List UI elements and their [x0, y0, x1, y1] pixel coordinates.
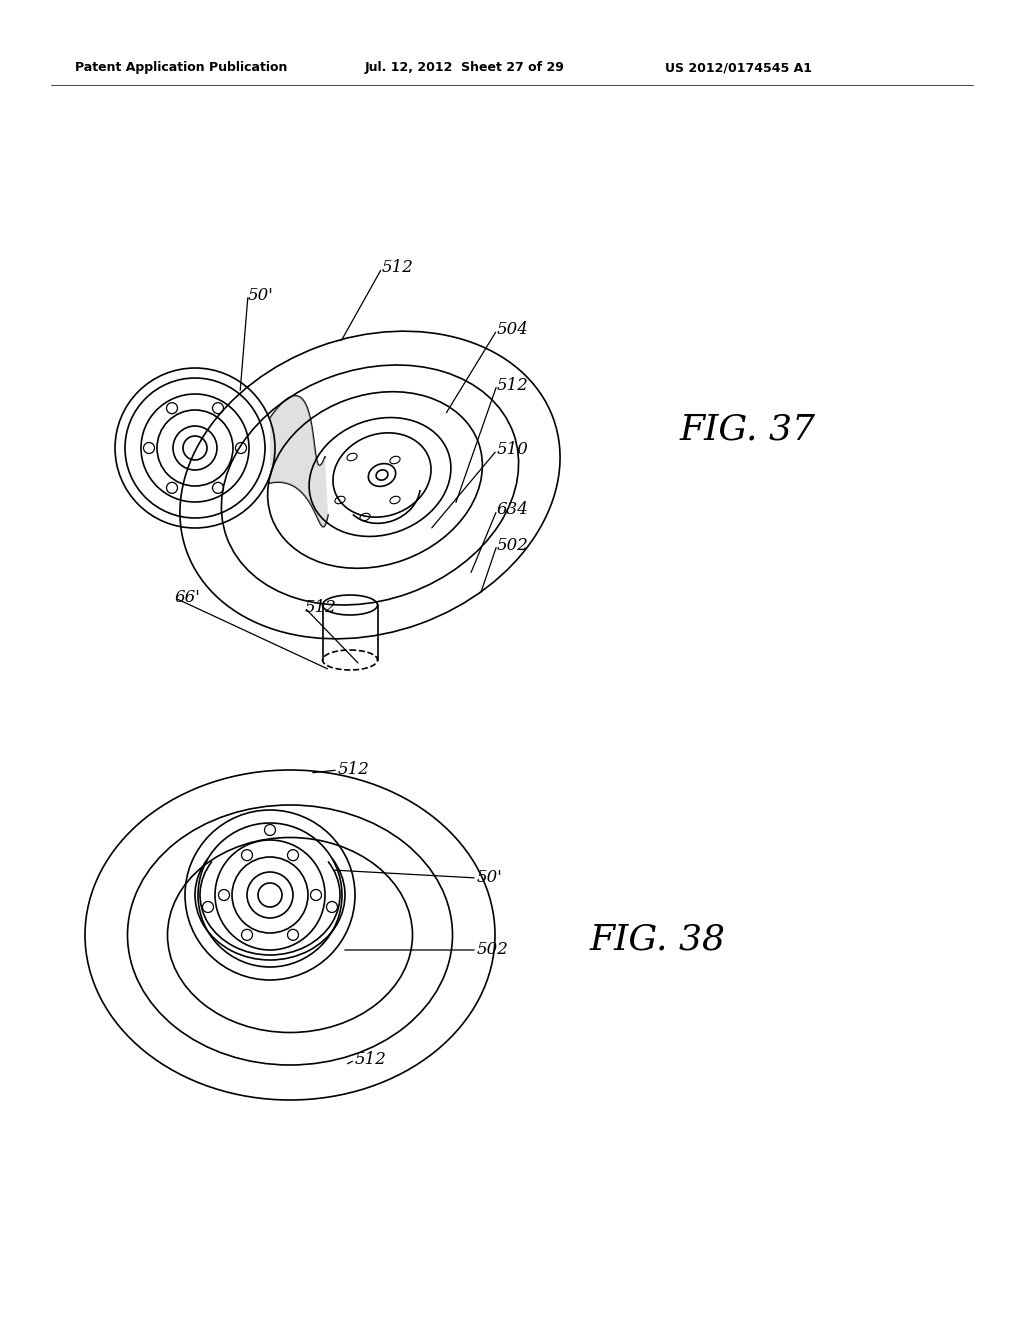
- Text: 512: 512: [338, 762, 370, 779]
- Text: 502: 502: [497, 536, 528, 553]
- Text: 512: 512: [305, 599, 337, 616]
- Polygon shape: [270, 396, 328, 527]
- Text: FIG. 38: FIG. 38: [590, 923, 726, 957]
- Text: 512: 512: [497, 376, 528, 393]
- Text: 50': 50': [477, 870, 503, 887]
- Text: 502: 502: [477, 941, 509, 958]
- Text: 512: 512: [355, 1052, 387, 1068]
- Text: 504: 504: [497, 322, 528, 338]
- Text: Patent Application Publication: Patent Application Publication: [75, 62, 288, 74]
- Text: 66': 66': [175, 590, 201, 606]
- Text: 634: 634: [497, 502, 528, 519]
- Text: US 2012/0174545 A1: US 2012/0174545 A1: [665, 62, 812, 74]
- Text: 510: 510: [497, 441, 528, 458]
- Text: Jul. 12, 2012  Sheet 27 of 29: Jul. 12, 2012 Sheet 27 of 29: [365, 62, 565, 74]
- Text: 512: 512: [382, 260, 414, 276]
- Text: 50': 50': [248, 286, 273, 304]
- Text: FIG. 37: FIG. 37: [680, 413, 816, 447]
